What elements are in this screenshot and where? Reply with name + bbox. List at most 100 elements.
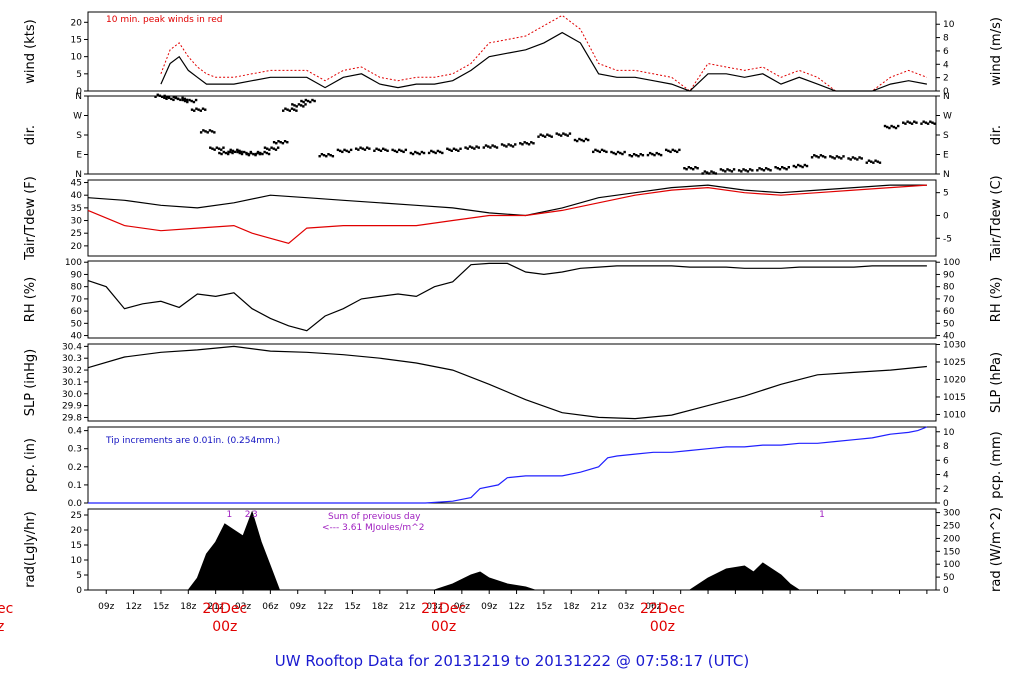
dir-point <box>892 125 896 129</box>
dir-point <box>842 155 845 158</box>
dir-point <box>154 95 157 98</box>
pcp-left-tick-label: 0.1 <box>68 481 82 491</box>
dir-point <box>878 161 882 164</box>
x-tick-label: 03z <box>235 602 251 612</box>
dir-point <box>299 104 303 107</box>
wind-left-tick-label: 10 <box>71 53 83 63</box>
slp-ylabel-left: SLP (inHg) <box>23 349 38 417</box>
dir-point <box>160 95 164 98</box>
dir-point <box>329 154 332 157</box>
dir-point <box>304 98 308 102</box>
dir-point <box>331 155 335 158</box>
dir-point <box>762 169 766 172</box>
dir-point <box>454 148 458 151</box>
dir-point <box>740 170 743 173</box>
dir-point <box>336 148 340 152</box>
x-tick-label: 09z <box>481 602 497 612</box>
x-tick-label: 09z <box>98 602 114 612</box>
dir-point <box>748 168 752 171</box>
dir-point <box>705 171 709 174</box>
dir-point <box>209 146 212 149</box>
rh-ylabel-left: RH (%) <box>23 277 38 322</box>
dir-point <box>610 150 613 154</box>
rad-right-tick-label: 0 <box>943 586 949 596</box>
dir-left-tick-label: E <box>76 151 82 161</box>
dir-point <box>377 148 380 151</box>
pcp-left-tick-label: 0.0 <box>68 499 83 509</box>
wind-right-tick-label: 4 <box>943 60 949 70</box>
dir-point <box>931 121 934 124</box>
dir-point <box>794 165 798 169</box>
dir-point <box>409 151 413 155</box>
dir-point <box>236 148 239 152</box>
dir-point <box>523 141 526 144</box>
x-tick-label: 21z <box>208 602 224 612</box>
dir-point <box>493 145 497 148</box>
rad-area <box>187 510 801 591</box>
dir-point <box>669 150 672 154</box>
pcp-right-tick-label: 2 <box>943 485 949 495</box>
dir-point <box>259 151 262 155</box>
dir-point <box>639 153 642 156</box>
dir-point <box>247 153 251 157</box>
dir-point <box>398 148 401 152</box>
pcp-frame <box>87 426 937 504</box>
dir-point <box>327 153 330 156</box>
dir-point <box>657 152 661 156</box>
dir-point <box>712 171 715 174</box>
x-tick-label: 12z <box>508 602 524 612</box>
dir-point <box>475 145 478 148</box>
dir-point <box>400 149 403 153</box>
dir-point <box>833 157 836 160</box>
rad-ylabel-left: rad(Lgly/hr) <box>23 511 38 587</box>
dir-right-tick-label: N <box>943 92 950 102</box>
temp-ylabel-left: Tair/Tdew (F) <box>23 176 38 261</box>
dir-point <box>926 122 930 125</box>
dir-point <box>464 146 467 149</box>
dir-point <box>279 141 282 144</box>
dir-point <box>384 148 387 151</box>
dir-point <box>578 137 581 141</box>
slp-left-tick-label: 30.0 <box>62 390 82 400</box>
dir-point <box>165 95 169 99</box>
dir-point <box>432 150 435 154</box>
dir-point <box>256 150 260 154</box>
temp-frame <box>87 179 937 257</box>
temp-left-tick-label: 40 <box>71 191 83 201</box>
dir-point <box>341 150 344 154</box>
slp-right-tick-label: 1030 <box>943 340 966 350</box>
dir-point <box>904 122 907 125</box>
dir-point <box>263 146 267 149</box>
dir-point <box>181 96 184 100</box>
dir-point <box>402 150 405 154</box>
dir-point <box>805 164 809 168</box>
dir-point <box>418 152 421 156</box>
dir-point <box>343 148 346 152</box>
dir-point <box>600 148 604 152</box>
rh-ylabel-right: RH (%) <box>989 277 1004 322</box>
slp-left-tick-label: 30.4 <box>62 342 82 352</box>
dir-point <box>309 100 312 104</box>
dir-point <box>829 155 832 158</box>
dir-point <box>222 150 225 154</box>
dir-point <box>817 156 820 159</box>
slp-left-tick-label: 29.8 <box>62 413 82 423</box>
slp-ylabel-right: SLP (hPa) <box>989 352 1004 413</box>
dir-point <box>778 168 782 171</box>
dir-point <box>726 168 729 171</box>
dir-point <box>710 170 713 173</box>
dir-point <box>732 168 736 171</box>
dir-point <box>265 147 269 150</box>
dir-point <box>890 124 893 128</box>
dir-point <box>685 168 688 171</box>
dir-point <box>913 120 916 123</box>
dir-point <box>594 148 597 152</box>
dir-point <box>719 168 723 171</box>
dir-point <box>630 155 634 158</box>
dir-point <box>208 129 212 132</box>
dir-point <box>730 170 734 173</box>
slp-right-tick-label: 1010 <box>943 410 966 420</box>
rh-left-tick-label: 50 <box>71 319 83 329</box>
dir-point <box>598 150 602 154</box>
